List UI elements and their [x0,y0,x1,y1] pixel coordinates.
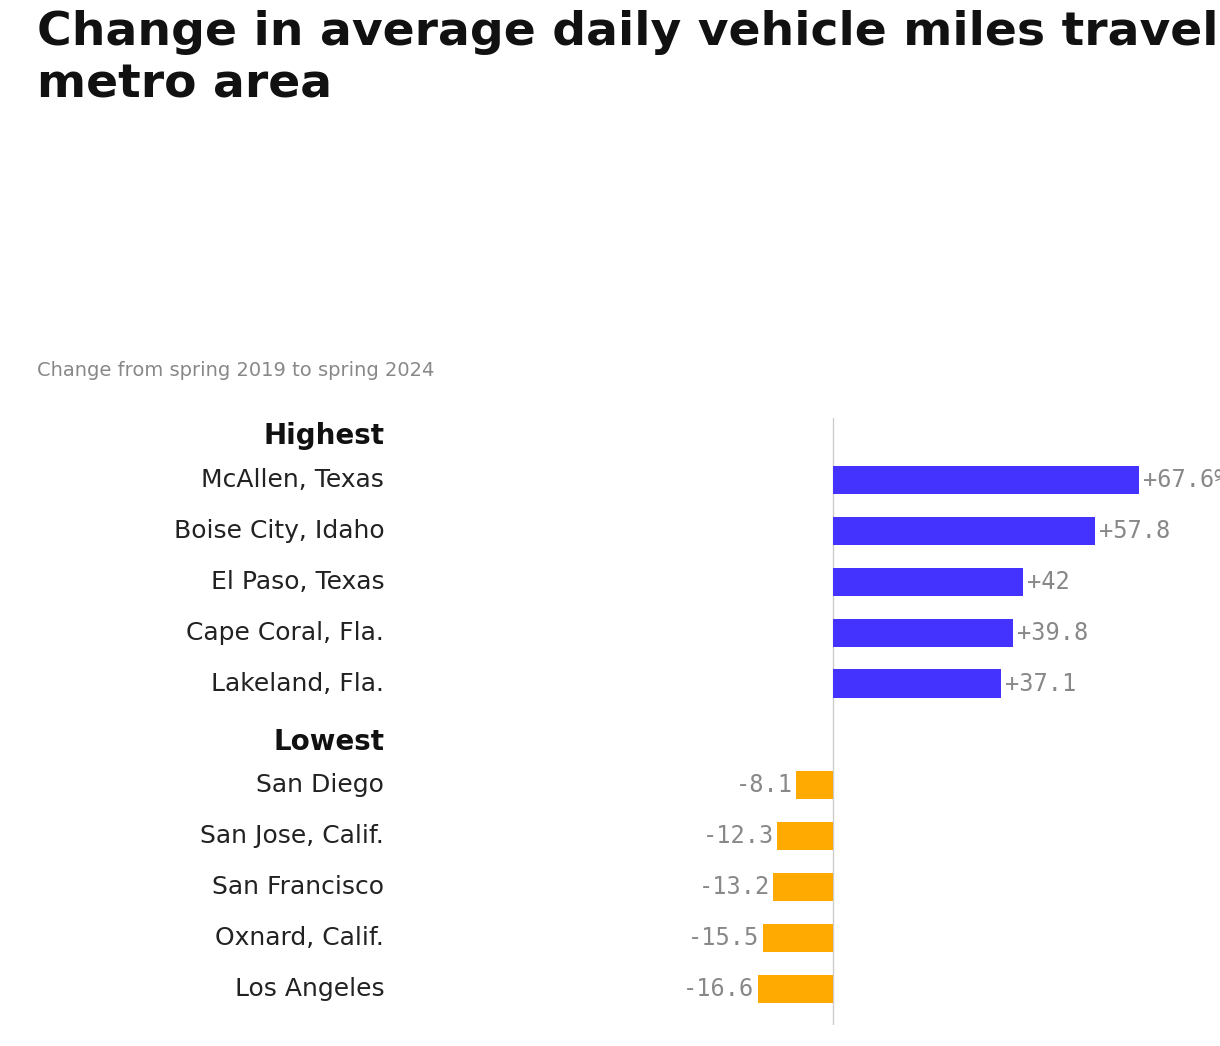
Text: -12.3: -12.3 [703,824,773,848]
Text: +57.8: +57.8 [1099,519,1170,543]
Bar [833,669,1002,698]
Text: Lowest: Lowest [273,728,384,756]
Text: +67.6%: +67.6% [1143,468,1220,492]
Text: Cape Coral, Fla.: Cape Coral, Fla. [187,620,384,644]
Text: -16.6: -16.6 [683,977,754,1001]
Text: Change from spring 2019 to spring 2024: Change from spring 2019 to spring 2024 [37,361,434,380]
Text: +37.1: +37.1 [1005,672,1076,696]
Text: +39.8: +39.8 [1017,620,1088,644]
Bar [833,618,1014,646]
Bar [762,925,833,953]
Text: Highest: Highest [264,423,384,450]
Text: +42: +42 [1027,569,1070,593]
Bar [833,568,1024,595]
Text: El Paso, Texas: El Paso, Texas [211,569,384,593]
Bar [833,465,1139,494]
Text: Los Angeles: Los Angeles [234,977,384,1001]
Text: Oxnard, Calif.: Oxnard, Calif. [216,927,384,951]
Text: -15.5: -15.5 [688,927,759,951]
Text: Change in average daily vehicle miles traveled, by
metro area: Change in average daily vehicle miles tr… [37,10,1220,108]
Text: -8.1: -8.1 [736,773,793,797]
Bar [797,772,833,799]
Bar [777,822,833,850]
Text: Boise City, Idaho: Boise City, Idaho [173,519,384,543]
Bar [758,975,833,1003]
Text: -13.2: -13.2 [698,876,770,900]
Text: San Jose, Calif.: San Jose, Calif. [200,824,384,848]
Text: San Francisco: San Francisco [212,876,384,900]
Bar [773,873,833,902]
Text: Lakeland, Fla.: Lakeland, Fla. [211,672,384,696]
Text: McAllen, Texas: McAllen, Texas [201,468,384,492]
Bar [833,517,1096,545]
Text: San Diego: San Diego [256,773,384,797]
